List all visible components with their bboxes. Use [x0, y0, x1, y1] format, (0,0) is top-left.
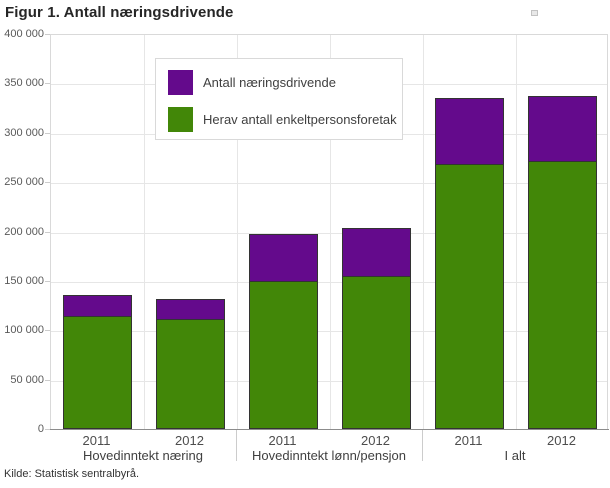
chart-title: Figur 1. Antall næringsdrivende	[5, 4, 234, 21]
y-axis-label: 350 000	[4, 77, 44, 89]
y-axis-tick	[45, 34, 50, 35]
y-axis-tick	[45, 380, 50, 381]
y-axis-tick	[45, 429, 50, 430]
y-axis-label: 300 000	[4, 127, 44, 139]
x-gridline	[237, 35, 238, 429]
y-axis-label: 100 000	[4, 324, 44, 336]
x-axis-year-label: 2012	[547, 433, 576, 448]
x-axis-year-label: 2011	[82, 433, 111, 448]
y-gridline	[51, 282, 607, 283]
y-axis-label: 200 000	[4, 226, 44, 238]
bar-subset-enkeltpersonsforetak[interactable]	[528, 161, 597, 429]
x-axis-year-label: 2012	[175, 433, 204, 448]
legend-box: Antall næringsdrivende Herav antall enke…	[155, 58, 403, 140]
y-axis-tick	[45, 83, 50, 84]
y-gridline	[51, 233, 607, 234]
bar-subset-enkeltpersonsforetak[interactable]	[249, 281, 318, 429]
x-axis-year-label: 2011	[454, 433, 483, 448]
x-axis-year-label: 2011	[268, 433, 297, 448]
bar-subset-enkeltpersonsforetak[interactable]	[63, 316, 132, 429]
y-gridline	[51, 381, 607, 382]
legend-swatch-enkeltpersonsforetak	[168, 107, 193, 132]
legend-label: Herav antall enkeltpersonsforetak	[203, 112, 397, 127]
y-axis-label: 400 000	[4, 28, 44, 40]
y-gridline	[51, 331, 607, 332]
x-axis-year-label: 2012	[361, 433, 390, 448]
bar-subset-enkeltpersonsforetak[interactable]	[435, 164, 504, 429]
x-axis-group-label: Hovedinntekt næring	[83, 448, 203, 463]
x-gridline	[330, 35, 331, 429]
plot-area	[50, 34, 608, 429]
x-axis-group-separator	[422, 429, 423, 461]
source-text: Kilde: Statistisk sentralbyrå.	[4, 468, 140, 480]
y-axis-label: 0	[37, 423, 44, 435]
y-gridline	[51, 183, 607, 184]
y-axis-tick	[45, 232, 50, 233]
bar-subset-enkeltpersonsforetak[interactable]	[156, 319, 225, 429]
x-gridline	[516, 35, 517, 429]
x-axis-line	[50, 429, 609, 430]
legend-item: Herav antall enkeltpersonsforetak	[168, 107, 397, 132]
x-gridline	[423, 35, 424, 429]
y-axis-label: 50 000	[10, 374, 44, 386]
y-axis-tick	[45, 281, 50, 282]
chart-context-menu-icon[interactable]	[531, 10, 538, 16]
x-axis-group-label: I alt	[504, 448, 526, 463]
bar-subset-enkeltpersonsforetak[interactable]	[342, 276, 411, 429]
y-axis-tick	[45, 330, 50, 331]
x-gridline	[144, 35, 145, 429]
legend-item: Antall næringsdrivende	[168, 70, 336, 95]
legend-swatch-naeringsdrivende	[168, 70, 193, 95]
y-axis-tick	[45, 182, 50, 183]
y-axis-label: 150 000	[4, 275, 44, 287]
y-axis-tick	[45, 133, 50, 134]
x-axis-group-separator	[236, 429, 237, 461]
y-axis-label: 250 000	[4, 176, 44, 188]
x-axis-group-label: Hovedinntekt lønn/pensjon	[252, 448, 406, 463]
legend-label: Antall næringsdrivende	[203, 75, 336, 90]
